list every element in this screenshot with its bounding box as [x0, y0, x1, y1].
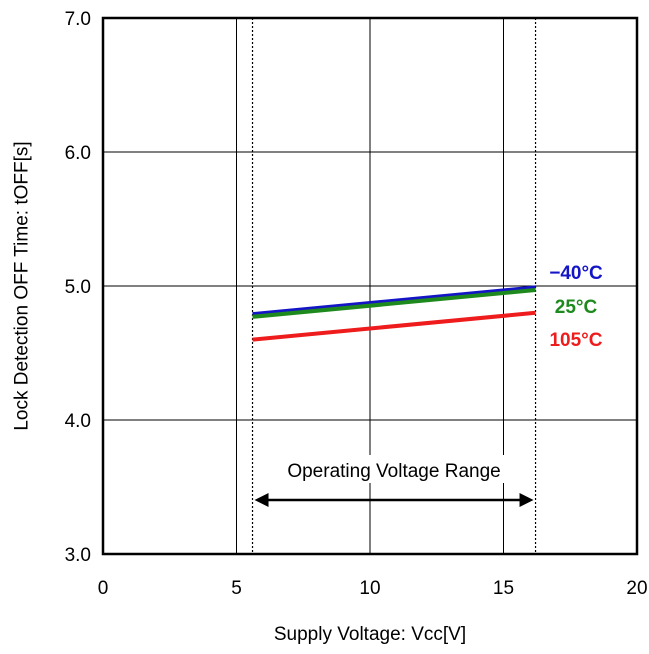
series-label: −40°C [549, 263, 603, 284]
x-tick-label: 5 [231, 578, 242, 599]
operating-range-annotation: Operating Voltage Range [254, 455, 534, 507]
x-tick-label: 20 [626, 578, 647, 599]
tick-labels: 0 5 10 15 20 3.0 4.0 5.0 6.0 7.0 [65, 9, 648, 599]
arrowhead-left [254, 493, 269, 507]
arrowhead-right [519, 493, 534, 507]
y-tick-label: 5.0 [65, 277, 91, 298]
operating-range-label: Operating Voltage Range [287, 461, 500, 482]
series-label: 105°C [549, 330, 602, 351]
series-line [252, 310, 536, 342]
operating-range-markers [251, 18, 537, 554]
plot-frame [101, 16, 639, 556]
y-tick-label: 6.0 [65, 143, 91, 164]
series-lines [252, 285, 536, 342]
x-tick-label: 0 [98, 578, 109, 599]
y-tick-label: 4.0 [65, 411, 91, 432]
operating-range-label-bg [255, 455, 533, 483]
y-tick-label: 3.0 [65, 545, 91, 566]
y-tick-label: 7.0 [65, 9, 91, 30]
series-labels: −40°C 25°C 105°C [549, 263, 603, 351]
y-axis-title: Lock Detection OFF Time: tOFF[s] [12, 141, 33, 430]
x-axis-title: Supply Voltage: Vcc[V] [274, 624, 466, 645]
x-tick-label: 15 [493, 578, 514, 599]
series-label: 25°C [555, 297, 598, 318]
series-line [252, 288, 536, 319]
series-line [252, 285, 536, 317]
x-tick-label: 10 [359, 578, 380, 599]
